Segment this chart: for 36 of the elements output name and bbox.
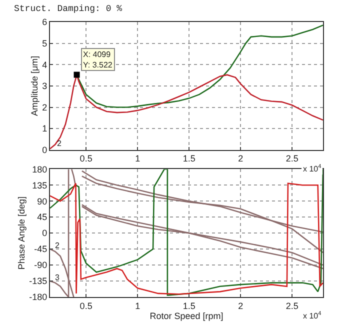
y-tick-label: 3	[42, 81, 48, 92]
x-tick-label: 2	[238, 154, 244, 164]
chart-title: Struct. Damping: 0 %	[14, 4, 123, 14]
y-tick-label: -135	[29, 276, 48, 286]
x-tick-label: 1.5	[182, 300, 196, 311]
x-tick-label: 0.5	[80, 300, 92, 311]
x-tick-label: 1	[135, 300, 140, 311]
y-tick-label: 90	[37, 196, 48, 206]
y-tick-label: 0	[42, 228, 48, 238]
x-tick-label: 2.5	[286, 154, 298, 164]
y-axis-title: Phase Angle [deg]	[16, 196, 27, 270]
annotation: X: 4099 Y: 3.522	[83, 50, 113, 70]
y-tick-label: 45	[37, 212, 48, 222]
text: x 10$^{4}$	[303, 311, 322, 320]
y-axis-title: Amplitude [μm]	[30, 56, 40, 116]
x-tick-label: 1.5	[182, 154, 196, 164]
annotation: x 10$^{4}$	[303, 164, 322, 174]
y-tick-label: 180	[32, 164, 48, 174]
y-tick-label: -180	[29, 292, 48, 302]
y-tick-label: 135	[32, 180, 48, 190]
y-tick-label: 6	[42, 17, 48, 28]
x-tick-label: 0.5	[80, 154, 92, 164]
y-tick-label: -45	[34, 244, 48, 254]
y-tick-label: -90	[34, 260, 48, 270]
x-tick-label: 1	[135, 154, 140, 164]
annotation: 3	[55, 273, 60, 282]
x-axis-title: Rotor Speed [rpm]	[150, 310, 224, 321]
x-tick-label: 2.5	[286, 300, 298, 311]
y-tick-label: 1	[42, 124, 48, 134]
y-tick-label: 5	[42, 38, 48, 48]
y-tick-label: 4	[42, 60, 48, 70]
y-tick-label: 0	[42, 145, 48, 156]
y-tick-label: 2	[42, 102, 48, 112]
x-tick-label: 2	[238, 300, 244, 311]
annotation: 2	[57, 139, 62, 148]
annotation: 2	[55, 241, 60, 250]
